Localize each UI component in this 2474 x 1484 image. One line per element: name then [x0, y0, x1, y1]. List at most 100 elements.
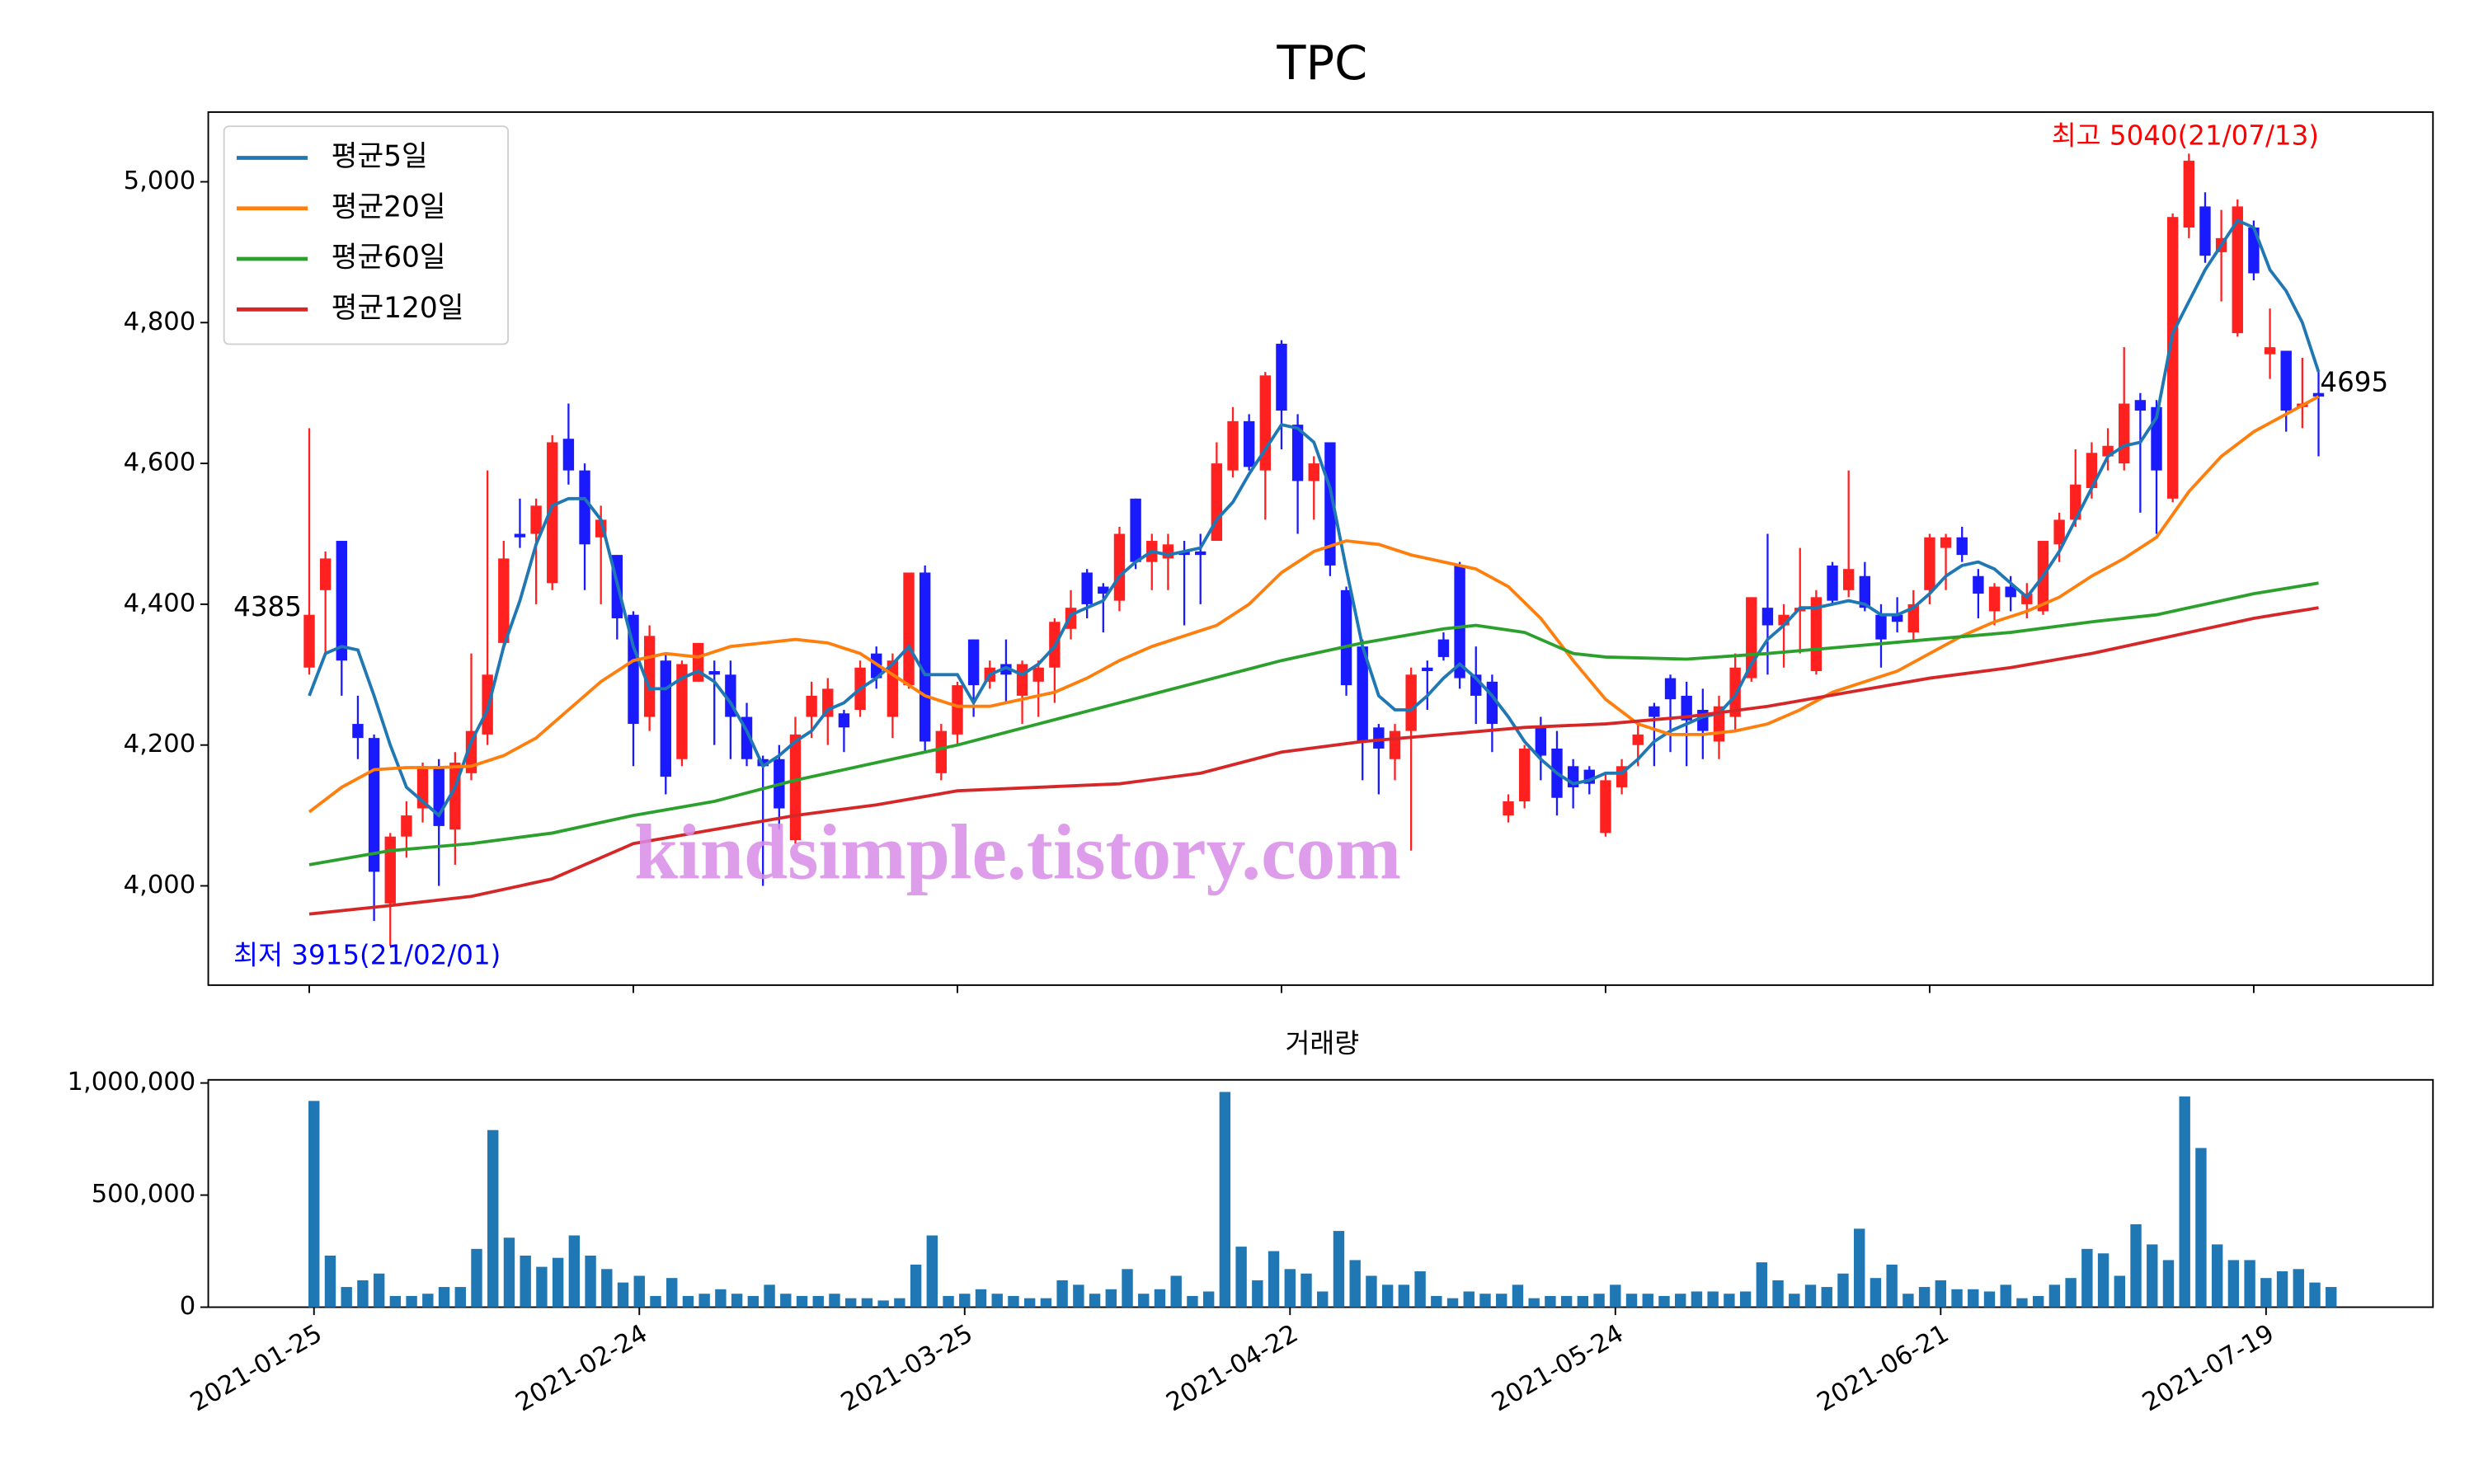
volume-bar [1268, 1251, 1280, 1308]
volume-bar [2326, 1287, 2337, 1308]
legend-label: 평균120일 [332, 292, 464, 325]
volume-bar [1366, 1275, 1377, 1308]
volume-bar [975, 1289, 987, 1308]
candle-body [1000, 664, 1012, 675]
annotation: 최고 5040(21/07/13) [2052, 120, 2319, 152]
candle-body [919, 572, 931, 742]
candle-body [2232, 206, 2243, 334]
volume-bar [1414, 1271, 1426, 1308]
volume-bar [438, 1287, 450, 1308]
candle-body [806, 695, 817, 717]
volume-title: 거래량 [1285, 1028, 1359, 1059]
volume-bar [1886, 1264, 1898, 1308]
volume-bar [1138, 1294, 1150, 1308]
volume-bar [844, 1298, 857, 1308]
volume-bar [2244, 1260, 2255, 1308]
candle-body [401, 815, 412, 837]
candle-body [935, 730, 948, 773]
volume-bar [1610, 1284, 1621, 1308]
volume-bar [633, 1275, 645, 1308]
candle-body [2199, 206, 2211, 256]
candle-body [1859, 575, 1871, 608]
close-label: 4695 [2320, 367, 2388, 398]
volume-bar [780, 1294, 792, 1308]
volume-bar [536, 1266, 548, 1308]
volume-bar [1349, 1260, 1361, 1308]
candle-body [1357, 646, 1368, 742]
candle-body [838, 713, 850, 728]
candle-body [384, 836, 396, 904]
volume-bar [1252, 1280, 1263, 1308]
volume-bar [1821, 1287, 1832, 1308]
volume-bar [943, 1295, 954, 1308]
close-label: 4385 [233, 591, 302, 622]
volume-bar [2130, 1223, 2142, 1308]
volume-bar [1804, 1284, 1817, 1308]
candle-body [1340, 589, 1352, 686]
volume-bar [2000, 1284, 2011, 1308]
volume-bar [2260, 1278, 2272, 1308]
volume-bar [829, 1294, 840, 1308]
volume-bar [1739, 1291, 1752, 1308]
y-tick-label: 0 [180, 1292, 195, 1321]
annotation: 최저 3915(21/02/01) [233, 939, 501, 970]
volume-bar [1625, 1294, 1638, 1308]
volume-bar [1691, 1291, 1703, 1308]
candle-body [1016, 664, 1028, 696]
x-tick-label: 2021-04-22 [1162, 1319, 1303, 1417]
candle-body [547, 442, 558, 584]
volume-bar [991, 1294, 1003, 1308]
candle-body [1924, 537, 1935, 590]
candle-body [336, 541, 347, 661]
ma-line [308, 395, 2320, 814]
volume-bar [568, 1235, 581, 1308]
candle-body [1810, 597, 1823, 672]
candle-body [1437, 639, 1450, 657]
candle-body [1842, 569, 1855, 590]
candle-body [1940, 537, 1952, 548]
ma-line [308, 606, 2319, 916]
y-tick-label: 500,000 [92, 1180, 196, 1209]
volume-bar [1431, 1295, 1442, 1308]
candle-body [2183, 160, 2195, 228]
volume-bar [1870, 1278, 1882, 1308]
volume-bar [373, 1273, 385, 1308]
volume-bar [1707, 1291, 1719, 1308]
candle-body [2134, 400, 2147, 411]
volume-bar [2162, 1260, 2175, 1308]
candle-body [514, 533, 526, 538]
candle-body [1243, 420, 1255, 467]
legend-box [223, 125, 510, 345]
volume-bar [1903, 1294, 1914, 1308]
candle-body [1195, 551, 1206, 556]
ma-line [308, 581, 2319, 866]
volume-bar [1170, 1275, 1182, 1308]
volume-bar [2147, 1244, 2158, 1308]
candle-body [319, 558, 332, 590]
volume-bar [1219, 1092, 1231, 1308]
volume-bar [471, 1248, 482, 1308]
volume-bar [1073, 1284, 1084, 1308]
volume-bar [1284, 1269, 1296, 1308]
candle-body [2280, 350, 2292, 411]
volume-bar [552, 1257, 564, 1308]
volume-bar [764, 1284, 775, 1308]
chart-title: TPC [1276, 35, 1367, 91]
candle-body [1098, 586, 1109, 594]
volume-bar [796, 1295, 808, 1308]
volume-bar [1381, 1284, 1394, 1308]
candle-body [1988, 586, 2001, 612]
x-tick-label: 2021-03-25 [836, 1319, 977, 1417]
volume-bar [406, 1295, 417, 1308]
candle-body [1130, 498, 1141, 562]
candle-body [303, 614, 315, 668]
volume-bar [1789, 1294, 1800, 1308]
volume-bar [1008, 1295, 1019, 1308]
volume-bar [585, 1255, 596, 1308]
candle-body [628, 614, 639, 725]
volume-bar [731, 1294, 743, 1308]
volume-bar [1122, 1269, 1133, 1308]
